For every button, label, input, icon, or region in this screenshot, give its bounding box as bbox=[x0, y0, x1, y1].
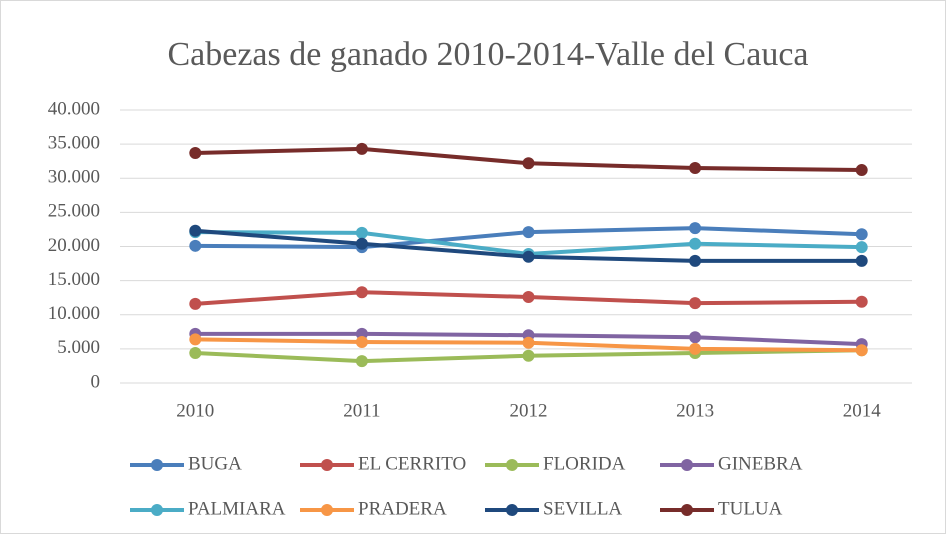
data-point bbox=[855, 228, 868, 241]
data-point bbox=[189, 297, 202, 310]
data-point bbox=[689, 297, 702, 310]
y-tick-label: 0 bbox=[91, 371, 101, 392]
data-point bbox=[689, 342, 702, 355]
data-point bbox=[522, 336, 535, 349]
x-tick-label: 2011 bbox=[343, 400, 380, 421]
data-point bbox=[355, 142, 368, 155]
y-tick-label: 5.000 bbox=[57, 337, 100, 358]
y-tick-label: 25.000 bbox=[48, 201, 100, 222]
legend-marker bbox=[151, 459, 163, 471]
legend-marker bbox=[681, 459, 693, 471]
legend-label: BUGA bbox=[188, 453, 242, 474]
data-point bbox=[522, 157, 535, 170]
data-point bbox=[855, 344, 868, 357]
data-point bbox=[189, 333, 202, 346]
data-point bbox=[855, 241, 868, 254]
data-point bbox=[522, 291, 535, 304]
data-point bbox=[689, 254, 702, 267]
data-point bbox=[855, 295, 868, 308]
legend-marker bbox=[506, 459, 518, 471]
y-tick-label: 10.000 bbox=[48, 303, 100, 324]
y-tick-label: 35.000 bbox=[48, 132, 100, 153]
data-point bbox=[522, 226, 535, 239]
data-point bbox=[689, 162, 702, 175]
legend-label: EL CERRITO bbox=[358, 453, 466, 474]
data-point bbox=[522, 349, 535, 362]
legend-label: SEVILLA bbox=[543, 498, 622, 519]
data-point bbox=[689, 237, 702, 250]
data-point bbox=[855, 164, 868, 177]
y-tick-label: 20.000 bbox=[48, 235, 100, 256]
x-tick-label: 2012 bbox=[510, 400, 548, 421]
y-tick-label: 30.000 bbox=[48, 167, 100, 188]
legend-marker bbox=[151, 504, 163, 516]
data-point bbox=[355, 355, 368, 368]
legend-label: PRADERA bbox=[358, 498, 447, 519]
legend-label: TULUA bbox=[718, 498, 783, 519]
data-point bbox=[522, 250, 535, 263]
legend-label: FLORIDA bbox=[543, 453, 626, 474]
legend-marker bbox=[321, 504, 333, 516]
legend-marker bbox=[681, 504, 693, 516]
y-tick-label: 40.000 bbox=[48, 98, 100, 119]
data-point bbox=[689, 222, 702, 235]
x-tick-label: 2013 bbox=[676, 400, 714, 421]
x-tick-label: 2014 bbox=[843, 400, 882, 421]
x-tick-label: 2010 bbox=[176, 400, 214, 421]
legend-marker bbox=[506, 504, 518, 516]
data-point bbox=[355, 286, 368, 299]
chart-title: Cabezas de ganado 2010-2014-Valle del Ca… bbox=[167, 36, 808, 73]
data-point bbox=[355, 336, 368, 349]
data-point bbox=[689, 331, 702, 344]
data-point bbox=[189, 146, 202, 159]
legend-label: GINEBRA bbox=[718, 453, 803, 474]
data-point bbox=[189, 346, 202, 359]
legend-label: PALMIARA bbox=[188, 498, 286, 519]
legend-marker bbox=[321, 459, 333, 471]
data-point bbox=[355, 226, 368, 239]
data-point bbox=[189, 224, 202, 237]
data-point bbox=[855, 254, 868, 267]
data-point bbox=[189, 239, 202, 252]
y-tick-label: 15.000 bbox=[48, 269, 100, 290]
data-point bbox=[355, 237, 368, 250]
